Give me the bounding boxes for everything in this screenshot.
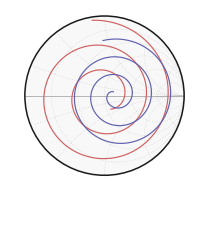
Circle shape xyxy=(25,16,184,175)
